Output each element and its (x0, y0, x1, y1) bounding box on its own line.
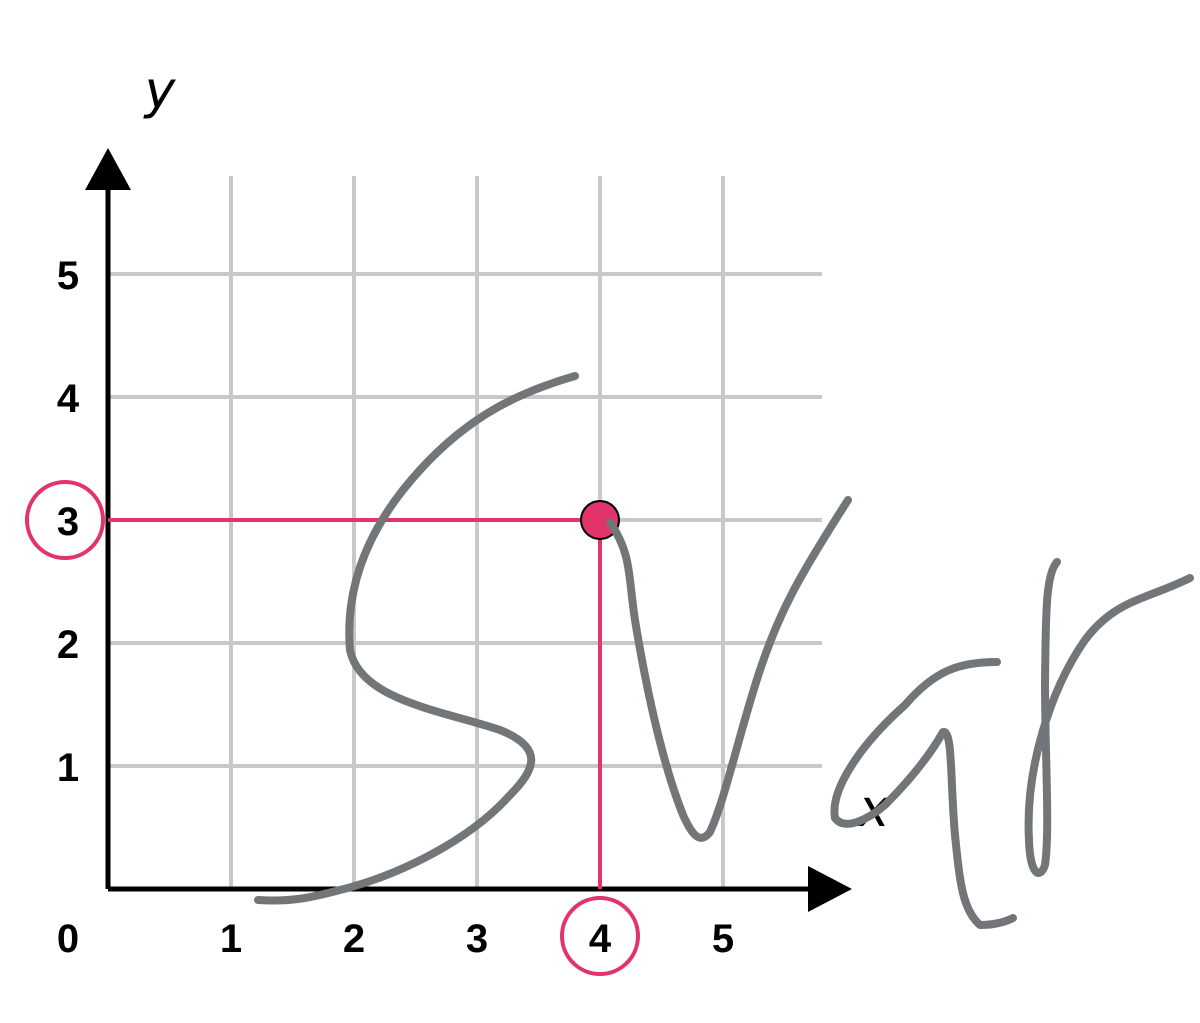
y-highlight-ring (25, 480, 105, 560)
x-axis-arrow (808, 866, 852, 912)
x-highlight-label: 4 (589, 917, 612, 961)
x-tick-label: 2 (343, 917, 365, 961)
y-tick-label: 2 (57, 623, 79, 667)
y-tick-label: 1 (57, 746, 79, 790)
x-tick-label: 1 (220, 917, 242, 961)
origin-label: 0 (57, 917, 79, 961)
x-tick-label: 5 (712, 917, 734, 961)
scribble-a (830, 658, 1017, 929)
highlight-guides (108, 518, 602, 889)
y-tick-label: 5 (57, 254, 79, 298)
data-points (580, 500, 620, 540)
scribble-v (606, 496, 852, 842)
axes (85, 148, 852, 912)
handwritten-scribble (254, 372, 1194, 929)
x-highlight-ring (560, 896, 640, 976)
scribble-r (1024, 558, 1194, 877)
x-tick-label: 3 (466, 917, 488, 961)
tick-labels: 0123451234534 (25, 254, 734, 976)
y-highlight-label: 3 (57, 500, 79, 544)
grid (108, 176, 822, 889)
data-point (580, 500, 620, 540)
y-axis-arrow (85, 148, 131, 190)
y-tick-label: 4 (57, 377, 80, 421)
y-axis-title: y (143, 61, 177, 121)
scribble-s (254, 372, 579, 905)
